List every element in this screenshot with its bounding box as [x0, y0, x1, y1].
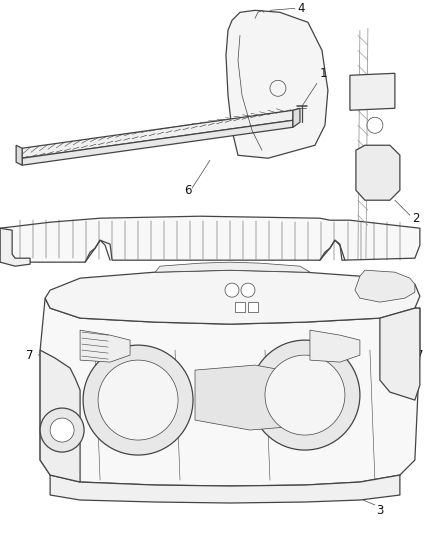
- Polygon shape: [80, 330, 130, 362]
- Polygon shape: [45, 270, 420, 324]
- Polygon shape: [235, 302, 245, 312]
- Text: 2: 2: [412, 212, 419, 225]
- Circle shape: [250, 340, 360, 450]
- Polygon shape: [155, 262, 310, 272]
- Polygon shape: [16, 146, 22, 165]
- Text: 4: 4: [297, 2, 304, 15]
- Text: 7: 7: [26, 349, 34, 361]
- Circle shape: [225, 283, 239, 297]
- Circle shape: [83, 345, 193, 455]
- Polygon shape: [0, 228, 30, 266]
- Polygon shape: [293, 108, 300, 127]
- Text: 6: 6: [184, 184, 192, 197]
- Polygon shape: [22, 120, 293, 165]
- Polygon shape: [350, 74, 395, 110]
- Polygon shape: [226, 10, 328, 158]
- Polygon shape: [195, 365, 310, 430]
- Polygon shape: [355, 270, 415, 302]
- Polygon shape: [40, 298, 420, 486]
- Circle shape: [367, 117, 383, 133]
- Text: 3: 3: [376, 504, 384, 516]
- Circle shape: [40, 408, 84, 452]
- Polygon shape: [50, 475, 400, 503]
- Circle shape: [50, 418, 74, 442]
- Polygon shape: [310, 330, 360, 362]
- Circle shape: [98, 360, 178, 440]
- Circle shape: [241, 283, 255, 297]
- Circle shape: [270, 80, 286, 96]
- Text: 7: 7: [416, 349, 424, 361]
- Polygon shape: [22, 110, 293, 158]
- Polygon shape: [0, 216, 420, 262]
- Polygon shape: [356, 146, 400, 200]
- Polygon shape: [40, 350, 80, 482]
- Polygon shape: [248, 302, 258, 312]
- Circle shape: [265, 355, 345, 435]
- Polygon shape: [380, 308, 420, 400]
- Text: 1: 1: [320, 67, 328, 80]
